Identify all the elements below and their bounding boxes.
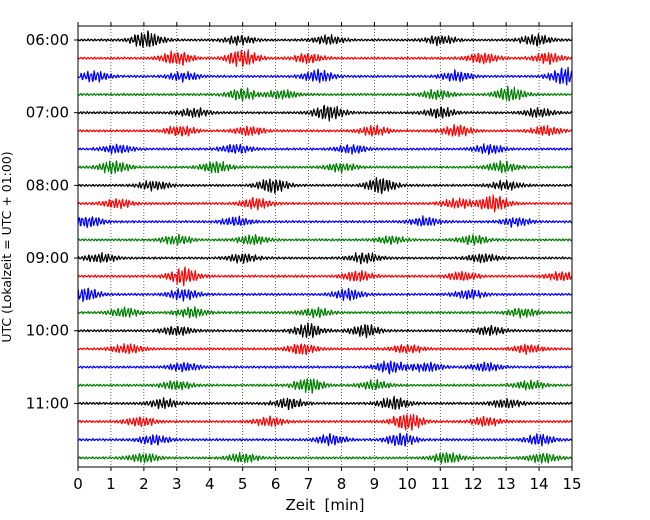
x-tick-label: 3 [172,475,182,493]
x-tick-label: 1 [106,475,116,493]
trace-row [77,395,573,411]
trace-row [77,177,573,195]
y-tick-label: 10:00 [26,322,69,340]
x-axis-ticks: 0 1 2 3 4 5 6 7 8 9 10 11 12 13 14 15 [73,22,582,493]
x-tick-label: 7 [304,475,314,493]
y-tick-label: 06:00 [26,31,69,49]
x-tick-label: 12 [464,475,483,493]
plot-background [78,26,572,467]
y-axis-ticks: 06:00 07:00 08:00 09:00 10:00 11:00 [26,31,78,412]
trace-row [77,451,573,465]
x-tick-label: 13 [497,475,516,493]
x-tick-label: 0 [73,475,83,493]
trace-row [77,322,573,339]
x-tick-label: 9 [370,475,380,493]
x-tick-label: 4 [205,475,215,493]
trace-row [77,215,573,229]
trace-row [77,306,573,319]
trace-row [77,160,573,175]
trace-row [77,251,573,265]
trace-row [77,233,573,246]
x-tick-label: 14 [530,475,549,493]
trace-row [77,413,573,431]
trace-row [77,287,573,303]
trace-row [77,66,573,86]
x-tick-label: 15 [562,475,581,493]
x-tick-label: 5 [238,475,248,493]
trace-row [77,85,573,102]
y-tick-label: 07:00 [26,104,69,122]
plot-frame [77,25,573,468]
trace-row [77,104,573,122]
trace-row [77,343,573,356]
trace-row [77,143,573,156]
seismic-traces [77,30,573,465]
trace-row [77,30,573,48]
x-tick-label: 6 [271,475,281,493]
x-axis-label: Zeit [min] [285,496,364,514]
trace-row [77,432,573,447]
y-tick-label: 11:00 [26,394,69,412]
trace-row [77,266,573,287]
y-tick-label: 08:00 [26,176,69,194]
y-tick-label: 09:00 [26,249,69,267]
trace-row [77,360,573,375]
x-tick-label: 8 [337,475,347,493]
x-tick-label: 2 [139,475,149,493]
x-tick-label: 11 [431,475,450,493]
x-tick-label: 10 [398,475,417,493]
trace-row [77,123,573,137]
trace-row [77,378,573,394]
y-axis-label: UTC (Lokalzeit = UTC + 01:00) [0,151,14,342]
trace-row [77,49,573,68]
trace-row [77,194,573,213]
